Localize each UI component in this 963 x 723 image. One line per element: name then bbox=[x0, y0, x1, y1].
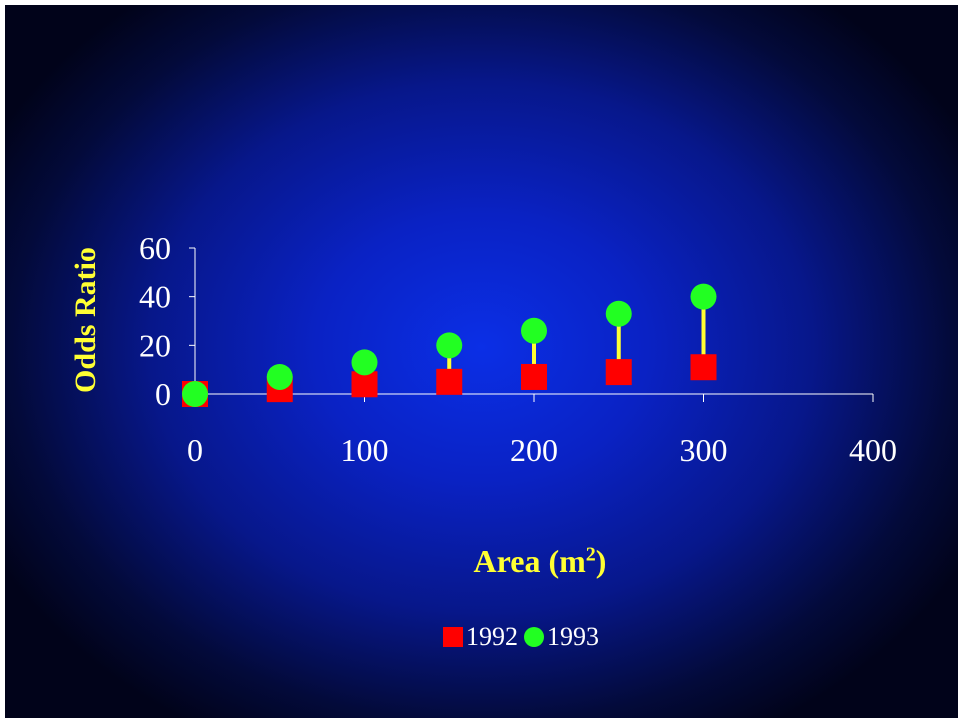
legend: 1992 1993 bbox=[443, 622, 599, 652]
legend-1992-marker bbox=[443, 627, 463, 647]
point-1993 bbox=[521, 317, 547, 344]
x-axis-title: Area (m2) bbox=[474, 543, 607, 580]
x-axis-title-text: Area (m bbox=[473, 543, 586, 579]
x-tick-label: 100 bbox=[341, 432, 389, 468]
y-tick-label: 20 bbox=[139, 327, 171, 363]
point-1993 bbox=[351, 349, 378, 376]
y-tick-label: 0 bbox=[155, 376, 171, 412]
x-tick-label: 300 bbox=[680, 432, 728, 468]
point-1993 bbox=[182, 381, 208, 407]
legend-1992-label: 1992 bbox=[466, 622, 518, 651]
point-1993 bbox=[605, 300, 632, 327]
point-1992 bbox=[436, 368, 463, 395]
legend-1993-marker bbox=[524, 627, 544, 647]
y-tick-label: 60 bbox=[139, 230, 171, 266]
chart-plot: 0 20 40 60 0 100 200 300 400 bbox=[139, 230, 897, 468]
point-1993 bbox=[690, 283, 717, 310]
slide-background: 0 20 40 60 0 100 200 300 400 Odds Ratio Area (m2… bbox=[5, 5, 958, 718]
point-1993 bbox=[266, 363, 293, 390]
point-1992 bbox=[351, 371, 378, 398]
point-1992 bbox=[521, 363, 547, 390]
y-axis-title: Odds Ratio bbox=[69, 247, 102, 393]
y-tick-label: 40 bbox=[139, 279, 171, 315]
point-1992 bbox=[605, 359, 632, 386]
x-tick-label: 200 bbox=[510, 432, 558, 468]
legend-1993-label: 1993 bbox=[547, 622, 599, 651]
x-tick-label: 0 bbox=[187, 432, 203, 468]
x-axis-title-close: ) bbox=[595, 543, 607, 579]
x-axis-title-superscript: 2 bbox=[585, 543, 596, 566]
point-1993 bbox=[436, 332, 463, 359]
x-tick-label: 400 bbox=[849, 432, 897, 468]
point-1992 bbox=[690, 354, 717, 381]
